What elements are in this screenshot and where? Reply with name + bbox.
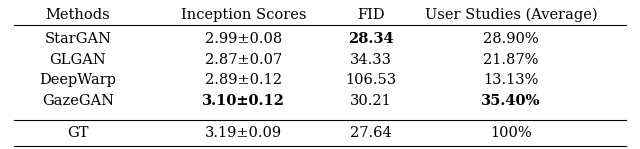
Text: GLGAN: GLGAN bbox=[49, 53, 106, 67]
Text: FID: FID bbox=[357, 8, 385, 22]
Text: 13.13%: 13.13% bbox=[483, 73, 539, 87]
Text: 28.34: 28.34 bbox=[348, 32, 394, 46]
Text: User Studies (Average): User Studies (Average) bbox=[425, 7, 598, 22]
Text: 27.64: 27.64 bbox=[350, 126, 392, 140]
Text: Inception Scores: Inception Scores bbox=[180, 8, 307, 22]
Text: 2.99±0.08: 2.99±0.08 bbox=[205, 32, 282, 46]
Text: Methods: Methods bbox=[45, 8, 110, 22]
Text: 2.87±0.07: 2.87±0.07 bbox=[205, 53, 282, 67]
Text: 100%: 100% bbox=[490, 126, 532, 140]
Text: DeepWarp: DeepWarp bbox=[39, 73, 116, 87]
Text: 28.90%: 28.90% bbox=[483, 32, 539, 46]
Text: 106.53: 106.53 bbox=[346, 73, 397, 87]
Text: 3.10±0.12: 3.10±0.12 bbox=[202, 94, 285, 108]
Text: 21.87%: 21.87% bbox=[483, 53, 539, 67]
Text: 30.21: 30.21 bbox=[350, 94, 392, 108]
Text: 2.89±0.12: 2.89±0.12 bbox=[205, 73, 282, 87]
Text: 34.33: 34.33 bbox=[350, 53, 392, 67]
Text: GT: GT bbox=[67, 126, 88, 140]
Text: StarGAN: StarGAN bbox=[44, 32, 111, 46]
Text: GazeGAN: GazeGAN bbox=[42, 94, 114, 108]
Text: 3.19±0.09: 3.19±0.09 bbox=[205, 126, 282, 140]
Text: 35.40%: 35.40% bbox=[481, 94, 541, 108]
